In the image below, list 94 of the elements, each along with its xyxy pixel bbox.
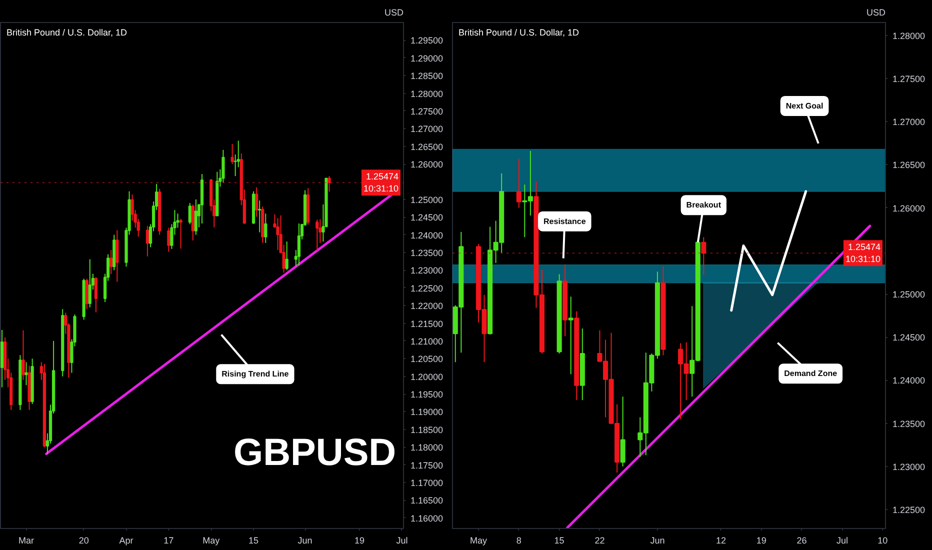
y-tick-label: 1.23000: [410, 266, 444, 276]
y-tick-label: 1.24500: [410, 212, 444, 223]
y-tick-label: 1.28500: [410, 71, 444, 82]
x-tick-label: Jun: [650, 536, 665, 546]
candlestick: [167, 227, 170, 252]
y-tick-label: 1.23500: [892, 418, 926, 429]
y-axis-title: USD: [384, 8, 404, 18]
y-tick-label: 1.16500: [410, 496, 444, 506]
candlestick: [258, 200, 262, 233]
candlestick: [179, 218, 182, 250]
candlestick: [254, 186, 258, 218]
y-tick-label: 1.25000: [410, 194, 444, 205]
x-tick-label: 19: [756, 536, 766, 546]
x-tick-label: Mar: [18, 536, 34, 546]
y-tick-label: 1.21500: [410, 318, 444, 329]
x-tick-label: 22: [594, 536, 605, 546]
candlestick: [276, 218, 280, 251]
x-tick-label: 8: [516, 536, 522, 546]
candlestick: [701, 236, 706, 276]
candlestick: [24, 362, 28, 386]
y-tick-label: 1.22000: [410, 301, 444, 312]
x-tick-label: 19: [354, 536, 365, 546]
candlestick: [146, 225, 150, 257]
y-tick-label: 1.27000: [892, 117, 926, 128]
text: British Pound / U.S. Dollar, 1D: [458, 28, 580, 38]
annotation: Demand Zone: [784, 369, 838, 378]
y-tick-label: 1.24000: [410, 230, 444, 240]
y-tick-label: 1.24500: [892, 332, 926, 343]
y-tick-label: 1.27500: [892, 74, 926, 84]
x-tick-label: May: [202, 536, 220, 546]
candlestick: [85, 278, 88, 310]
candlestick: [568, 296, 574, 375]
x-tick-label: Apr: [119, 536, 134, 546]
y-tick-label: 1.27000: [410, 124, 444, 134]
y-tick-label: 1.26000: [410, 160, 444, 170]
x-tick-label: Jul: [396, 536, 408, 546]
text: British Pound / U.S. Dollar, 1D: [6, 28, 128, 38]
y-tick-label: 1.24000: [892, 376, 926, 386]
candlestick: [516, 158, 522, 208]
ref-line-label: 1.25474 10:31:10: [363, 172, 399, 194]
candlestick: [328, 176, 331, 192]
x-tick-label: 10: [878, 536, 888, 546]
y-tick-label: 1.23000: [892, 462, 926, 472]
y-tick-label: 1.28000: [892, 30, 926, 41]
y-tick-label: 1.28000: [410, 88, 444, 99]
y-tick-label: 1.16000: [410, 513, 444, 524]
y-tick-label: 1.22500: [410, 283, 444, 294]
candlestick: [110, 250, 113, 275]
x-tick-label: 17: [164, 536, 174, 546]
y-tick-label: 1.26000: [892, 203, 926, 214]
annotation: Rising Trend Line: [222, 370, 290, 379]
x-tick-label: Jul: [836, 536, 848, 546]
y-tick-label: 1.20500: [410, 354, 444, 364]
x-tick-label: 20: [78, 536, 89, 546]
y-tick-label: 1.29500: [410, 36, 444, 46]
y-axis-title: USD: [866, 8, 886, 18]
x-tick-label: 15: [554, 536, 564, 546]
x-tick-label: 26: [796, 536, 807, 546]
candlestick: [297, 222, 301, 266]
x-tick-label: May: [470, 536, 488, 546]
x-tick-label: 15: [248, 536, 259, 546]
candlestick: [188, 202, 192, 225]
y-tick-label: 1.27500: [410, 106, 444, 116]
y-tick-label: 1.22500: [892, 505, 926, 516]
annotation: Resistance: [544, 216, 586, 226]
annotation: Next Goal: [786, 101, 824, 110]
candlestick: [222, 149, 225, 183]
y-tick-label: 1.18000: [410, 442, 444, 453]
x-tick-label: 12: [716, 536, 726, 546]
y-tick-label: 1.26500: [410, 142, 444, 152]
y-tick-label: 1.21000: [410, 336, 444, 346]
candlestick: [194, 198, 198, 236]
candlestick: [316, 219, 319, 252]
y-tick-label: 1.29000: [410, 53, 444, 64]
y-tick-label: 1.19000: [410, 407, 444, 418]
y-tick-label: 1.23500: [410, 248, 444, 258]
candlestick: [264, 213, 268, 244]
candlestick: [620, 396, 626, 467]
y-tick-label: 1.19500: [410, 390, 444, 400]
y-tick-label: 1.17500: [410, 460, 444, 470]
y-tick-label: 1.18500: [410, 424, 444, 435]
y-tick-label: 1.20000: [410, 372, 444, 382]
candlestick: [94, 276, 98, 313]
candlestick: [88, 258, 92, 308]
candlestick: [116, 230, 119, 282]
candlestick: [230, 143, 234, 165]
candlestick: [285, 241, 288, 271]
x-tick-label: Jun: [298, 536, 312, 546]
y-tick-label: 1.25000: [892, 290, 926, 300]
ref-line-label: 1.25474 10:31:10: [845, 242, 881, 264]
y-tick-label: 1.17000: [410, 478, 444, 488]
annotation: GBPUSD: [234, 432, 396, 474]
annotation: Breakout: [686, 200, 722, 210]
y-tick-label: 1.26500: [892, 160, 926, 170]
